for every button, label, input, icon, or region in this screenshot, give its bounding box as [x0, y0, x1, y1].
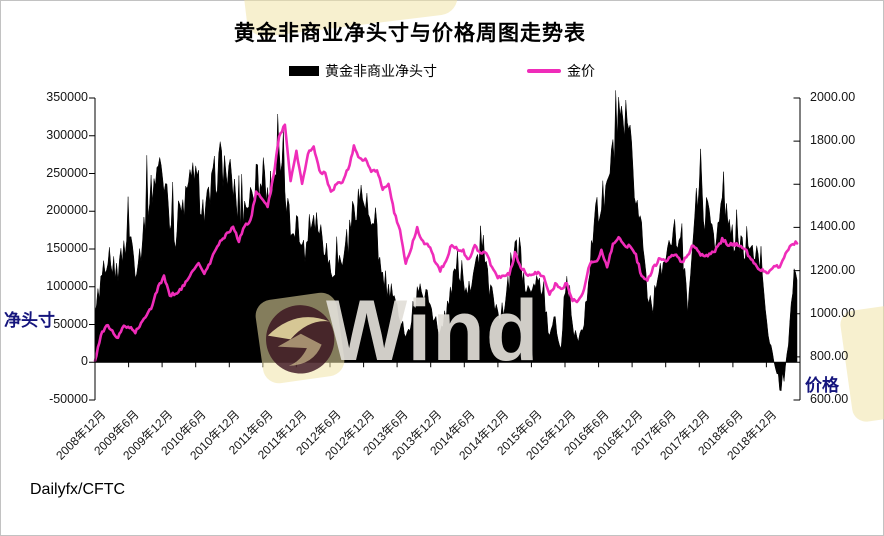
- y-axis-right-tick-label: 1000.00: [810, 305, 856, 320]
- y-axis-left-tick-label: 250000: [46, 165, 88, 180]
- source-label: Dailyfx/CFTC: [30, 481, 126, 498]
- y-axis-right-tick-label: 1400.00: [810, 219, 856, 234]
- y-axis-right-tick-label: 1200.00: [810, 262, 856, 277]
- y-axis-left-tick-label: 150000: [46, 241, 88, 255]
- y-axis-right-tick-label: 1600.00: [810, 176, 856, 191]
- net-position-swatch-icon: [289, 66, 319, 76]
- y-axis-left-tick-label: 350000: [46, 90, 88, 104]
- gold-price-line-series: [93, 123, 799, 363]
- y-axis-right-tick-label: 600.00: [810, 392, 849, 406]
- right-axis-title: 价格: [805, 376, 839, 396]
- y-axis-right-tick-label: 800.00: [810, 348, 849, 363]
- legend-item-net-position: 黄金非商业净头寸: [289, 61, 437, 81]
- y-axis-left-tick-label: 200000: [46, 203, 88, 218]
- y-axis-left-tick-label: -50000: [49, 392, 88, 406]
- y-axis-left-tick-label: 100000: [46, 278, 88, 293]
- y-axis-right-tick-label: 2000.00: [810, 90, 856, 104]
- y-axis-left-tick-label: 50000: [53, 316, 88, 331]
- y-axis-left-tick-label: 300000: [46, 127, 88, 142]
- chart-title: 黄金非商业净头寸与价格周图走势表: [234, 20, 586, 45]
- legend-label-gold-price: 金价: [567, 63, 595, 79]
- gold-price-swatch-icon: [527, 69, 561, 73]
- legend-item-gold-price: 金价: [527, 61, 595, 81]
- left-axis-title: 净头寸: [4, 311, 55, 331]
- legend-label-net-position: 黄金非商业净头寸: [325, 63, 437, 79]
- axes-ticks: [89, 97, 801, 401]
- wind-watermark-text: Wind: [326, 283, 540, 379]
- wind-eagle-icon: [266, 305, 335, 374]
- legend: 黄金非商业净头寸 金价: [0, 61, 884, 81]
- y-axis-right-tick-label: 1800.00: [810, 133, 856, 148]
- wind-watermark-badge: [253, 290, 347, 386]
- y-axis-left-tick-label: 0: [81, 354, 88, 369]
